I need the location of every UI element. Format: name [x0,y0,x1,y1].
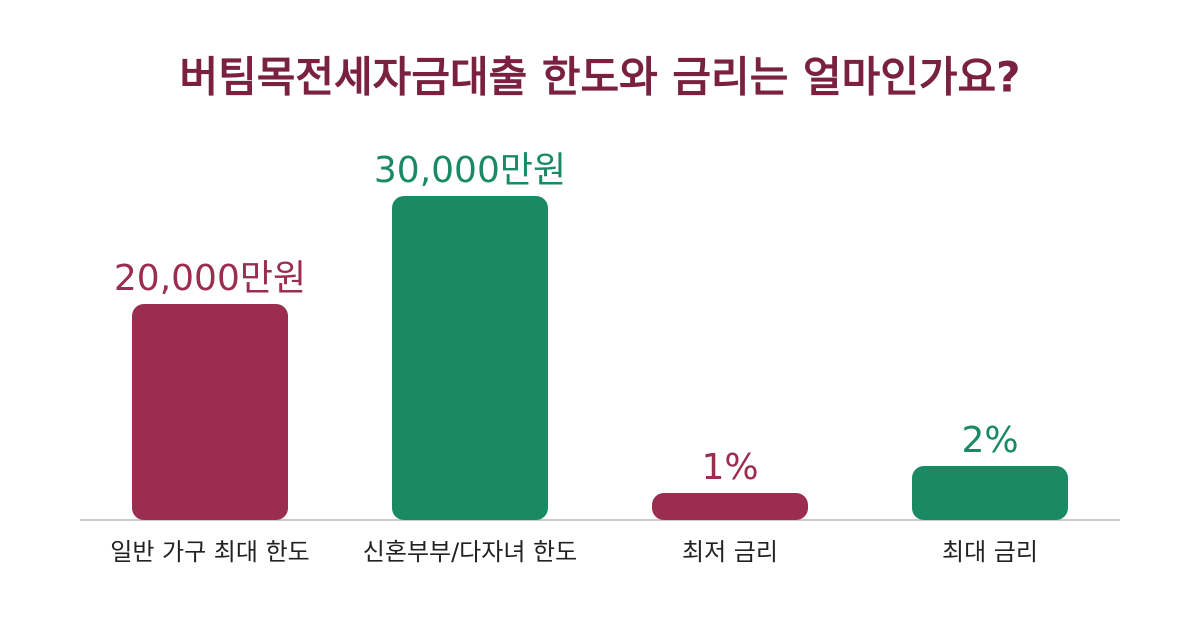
bar [132,304,288,520]
x-tick-label: 최저 금리 [682,538,778,566]
value-label: 30,000만원 [374,150,566,191]
value-label: 2% [961,420,1018,461]
x-tick-label: 일반 가구 최대 한도 [110,538,310,566]
value-label: 1% [701,447,758,488]
chart-title: 버팀목전세자금대출 한도와 금리는 얼마인가요? [179,53,1020,102]
bar [652,493,808,520]
x-tick-label: 신혼부부/다자녀 한도 [363,538,577,566]
x-tick-label: 최대 금리 [942,538,1038,566]
bar [912,466,1068,520]
value-label: 20,000만원 [114,258,306,299]
bar [392,196,548,520]
